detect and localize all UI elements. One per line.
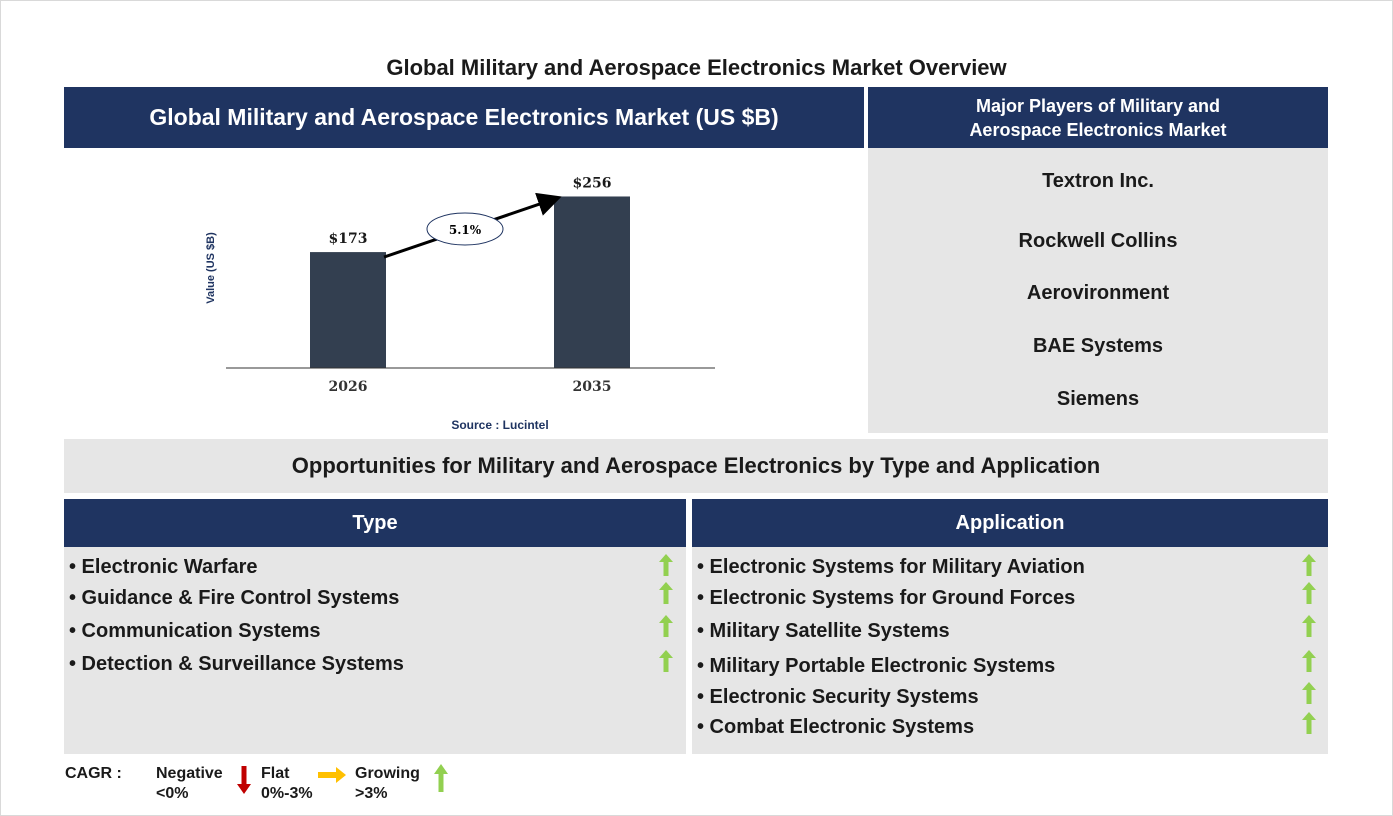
growing-arrow-icon — [1302, 650, 1316, 672]
application-item: • Electronic Security Systems — [697, 686, 979, 708]
player-item: Siemens — [1056, 388, 1140, 410]
application-list: • Electronic Systems for Military Aviati… — [692, 547, 1328, 754]
players-header: Major Players of Military and Aerospace … — [868, 87, 1328, 148]
growing-arrow-icon — [1302, 682, 1316, 704]
application-item: • Combat Electronic Systems — [697, 716, 975, 738]
type-item: • Communication Systems — [69, 620, 321, 642]
legend-negative-range: <0% — [156, 785, 189, 802]
growing-arrow-icon — [659, 650, 673, 672]
flat-arrow-icon — [318, 767, 346, 783]
growing-arrow-icon — [1302, 554, 1316, 576]
negative-arrow-icon — [237, 766, 251, 794]
legend-flat-range: 0%-3% — [261, 785, 313, 802]
type-item: • Detection & Surveillance Systems — [69, 653, 404, 675]
type-header: Type — [64, 499, 686, 547]
growing-arrow-icon — [659, 615, 673, 637]
application-item: • Military Portable Electronic Systems — [697, 655, 1056, 677]
chart-source: Source : Lucintel — [451, 418, 548, 432]
legend-label: CAGR : — [65, 765, 122, 782]
application-header: Application — [692, 499, 1328, 547]
y-axis-label: Value (US $B) — [205, 232, 217, 304]
bars-group: $173 2026 $256 2035 — [310, 175, 630, 395]
x-tick-label-2026: 2026 — [329, 379, 368, 395]
legend-growing-range: >3% — [355, 785, 388, 802]
application-item: • Electronic Systems for Military Aviati… — [697, 556, 1085, 578]
players-list: Textron Inc. Rockwell Collins Aerovironm… — [868, 148, 1328, 433]
type-item: • Electronic Warfare — [69, 556, 258, 578]
application-item: • Military Satellite Systems — [697, 620, 950, 642]
players-header-text: Major Players of Military and Aerospace … — [969, 95, 1227, 140]
player-item: Textron Inc. — [1042, 170, 1154, 192]
legend-growing-name: Growing — [355, 765, 420, 782]
type-item: • Guidance & Fire Control Systems — [69, 587, 400, 609]
growing-arrow-icon — [1302, 582, 1316, 604]
legend-growing: Growing >3% — [355, 764, 420, 804]
bar-chart: Value (US $B) $173 2026 $256 2035 5.1% Sour… — [205, 175, 715, 432]
player-item: BAE Systems — [1032, 335, 1164, 357]
legend-negative-name: Negative — [156, 765, 223, 782]
cagr-ellipse — [426, 212, 504, 246]
data-label-2035: $256 — [573, 175, 612, 191]
player-item: Aerovironment — [1026, 282, 1170, 304]
growing-arrow-icon — [1302, 615, 1316, 637]
opportunities-title: Opportunities for Military and Aerospace… — [64, 439, 1328, 493]
bar-2035 — [554, 196, 630, 368]
growing-arrow-icon — [659, 554, 673, 576]
data-label-2026: $173 — [329, 231, 368, 247]
growing-arrow-icon — [1302, 712, 1316, 734]
growing-arrow-icon — [434, 764, 448, 792]
legend-negative: Negative <0% — [156, 764, 223, 804]
page-title: Global Military and Aerospace Electronic… — [386, 55, 1007, 80]
x-tick-label-2035: 2035 — [573, 379, 612, 395]
growing-arrow-icon — [659, 582, 673, 604]
chart-header: Global Military and Aerospace Electronic… — [64, 87, 864, 148]
cagr-label: 5.1% — [449, 223, 482, 237]
legend-flat-name: Flat — [261, 765, 290, 782]
type-list: • Electronic Warfare • Guidance & Fire C… — [64, 547, 686, 754]
legend-flat: Flat 0%-3% — [261, 764, 313, 804]
bar-2026 — [310, 252, 386, 368]
player-item: Rockwell Collins — [1018, 230, 1178, 252]
application-item: • Electronic Systems for Ground Forces — [697, 587, 1076, 609]
